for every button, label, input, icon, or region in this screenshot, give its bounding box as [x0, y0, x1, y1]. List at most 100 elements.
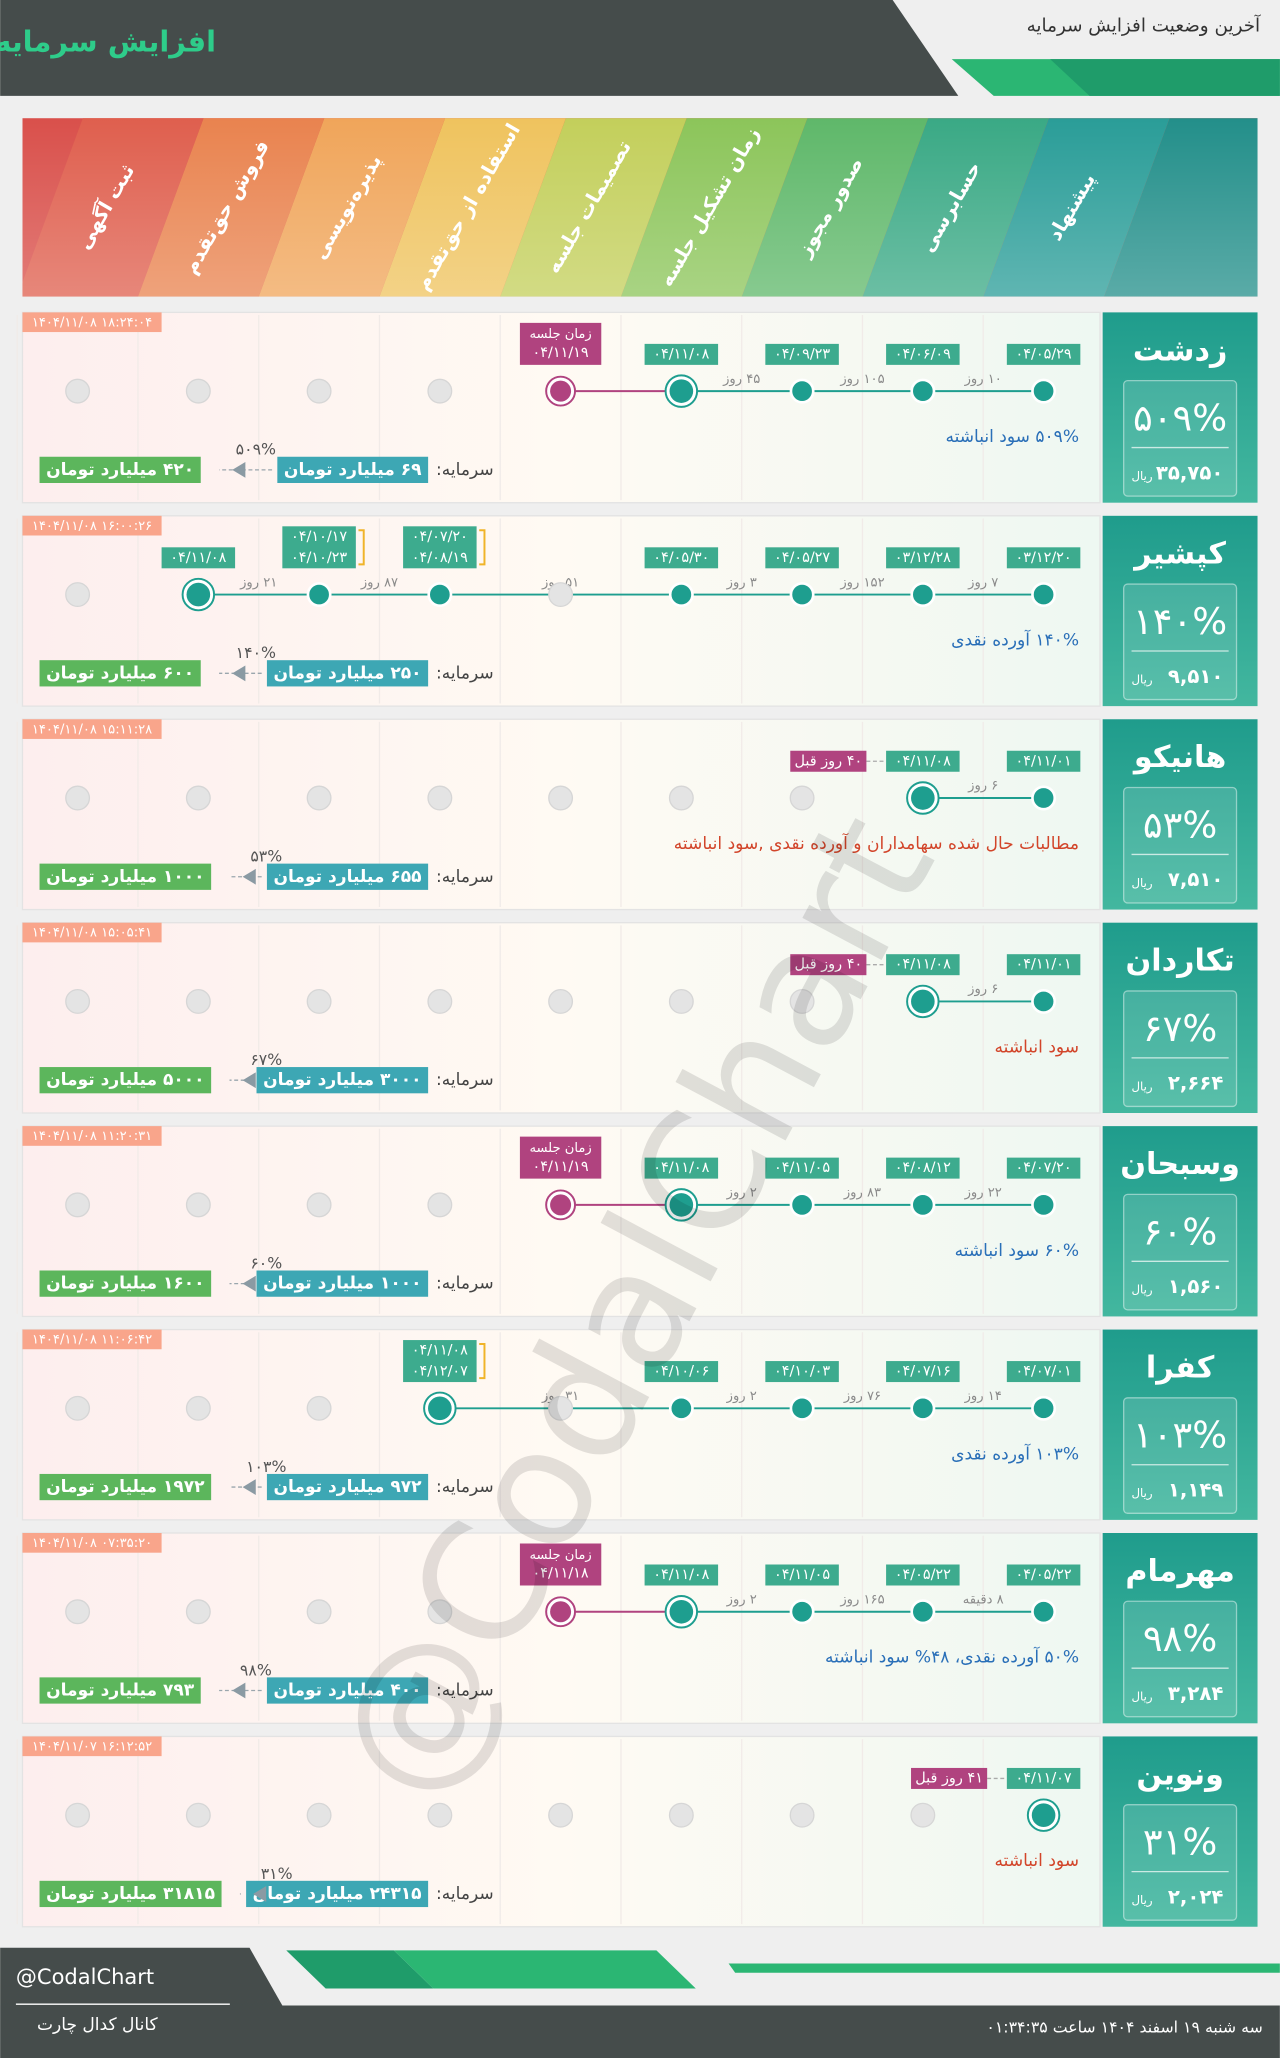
stage-dot-pending: [65, 1802, 91, 1828]
capital-badge: [266, 1677, 429, 1704]
stage-dot-done: [427, 582, 453, 608]
share-price: ۱,۱۴۹: [1168, 1479, 1224, 1502]
capital-arrowhead: [232, 462, 246, 478]
stage-dot-pending: [185, 1599, 211, 1625]
timestamp-badge: [22, 719, 162, 739]
company-row: هانیکو ۵۳% ۷,۵۱۰ ریال ۱۴۰۴/۱۱/۰۸ ۱۵:۱۱:۲۸ ۶ ر…: [16, 718, 1258, 911]
increase-percent: ۱۴۰%: [1133, 600, 1227, 643]
date-label: ۰۴/۱۱/۰۸: [653, 346, 709, 362]
company-panel: [1102, 312, 1258, 503]
capital-label: سرمایه:: [436, 1274, 494, 1294]
current-dot: [669, 379, 694, 403]
stage-dot-pending: [910, 1802, 936, 1828]
capital: ۶۵۵ میلیارد تومان: [273, 867, 421, 887]
footer-channel: کانال کدال چارت: [37, 2015, 159, 2035]
stat-box: [1123, 1397, 1238, 1514]
date-label: ۰۴/۱۱/۰۱: [1015, 753, 1071, 769]
top-bar: [0, 0, 959, 96]
company-panel: [1102, 922, 1258, 1113]
date-badge: [765, 547, 839, 569]
stat-box: [1123, 379, 1238, 497]
stage-dot-pending: [306, 988, 332, 1014]
company-row: تکاردان ۶۷% ۲,۶۶۴ ریال ۱۴۰۴/۱۱/۰۸ ۱۵:۰۵:۴۱ ۶ …: [16, 922, 1258, 1114]
description: ۱۴۰% آورده نقدی: [951, 629, 1079, 651]
company-panel: [1102, 1329, 1258, 1520]
capital-badge: [266, 863, 429, 890]
date-badge: [886, 750, 960, 772]
date-label: ۰۴/۰۸/۱۹: [412, 550, 468, 566]
stage-dot-pending: [185, 378, 211, 404]
share-price: ۲,۰۲۴: [1168, 1885, 1224, 1908]
date-label: ۰۴/۱۱/۰۱: [1015, 957, 1071, 973]
stage-dot-pending: [668, 988, 694, 1014]
stage-dot-done: [789, 1599, 815, 1625]
increase-percent: ۶۰%: [1143, 1210, 1217, 1253]
days-ago: ۴۱ روز قبل: [915, 1770, 983, 1786]
stat-box: [1123, 1193, 1238, 1311]
capital-label: سرمایه:: [436, 1884, 494, 1904]
meeting-dot: [550, 1194, 572, 1216]
currency-label: ریال: [1131, 1690, 1152, 1705]
gap-label: ۲۲ روز: [964, 1186, 1002, 1201]
description: سود انباشته: [995, 1037, 1079, 1057]
rows: زدشت ۵۰۹% ۳۵,۷۵۰ ریال ۱۴۰۴/۱۱/۰۸ ۱۸:۲۴:۰۴ ۱۰ …: [16, 311, 1258, 1928]
capital-increase: ۶۰%: [250, 1253, 282, 1272]
date-label: ۰۴/۱۱/۰۸: [895, 753, 951, 769]
date-badge: [1006, 750, 1081, 772]
date-label: ۰۴/۱۱/۰۵: [774, 1567, 830, 1583]
date-label: ۰۴/۱۰/۱۷: [291, 529, 347, 545]
timestamp: ۱۴۰۴/۱۱/۰۸ ۱۸:۲۴:۰۴: [32, 315, 152, 330]
new-capital-badge: [39, 1473, 212, 1501]
capital-arrowhead: [242, 868, 256, 885]
stage-dot-done: [1031, 988, 1057, 1014]
stage-dot-pending: [427, 1192, 453, 1218]
timestamp: ۱۴۰۴/۱۱/۰۸ ۱۱:۰۶:۴۲: [32, 1333, 152, 1348]
footer-stripe: [728, 1963, 1280, 1973]
company-row: کپشیر ۱۴۰% ۹,۵۱۰ ریال ۱۴۰۴/۱۱/۰۸ ۱۶:۰۰:۲۶ ۷ ر…: [16, 515, 1258, 707]
share-price: ۷,۵۱۰: [1168, 868, 1224, 891]
stage-dot-pending: [306, 378, 332, 404]
days-ago-badge: [790, 750, 867, 772]
date-badge: [765, 1361, 839, 1383]
company-row: ونوین ۳۱% ۲,۰۲۴ ریال ۱۴۰۴/۱۱/۰۷ ۱۶:۱۲:۵۲ ۰۴/۱…: [16, 1735, 1258, 1928]
date-label: ۰۴/۱۲/۰۷: [412, 1364, 468, 1380]
stage-dot-pending: [548, 988, 574, 1014]
date-label: ۰۴/۱۱/۰۸: [412, 1343, 468, 1359]
date-badge: [886, 343, 960, 365]
date-badge: [161, 547, 236, 569]
date-badge: [886, 547, 960, 569]
company-name: مهرمام: [1125, 1554, 1235, 1589]
stage-dot-pending: [306, 1192, 332, 1218]
stage-fade: [22, 118, 1258, 297]
currency-label: ریال: [1131, 1486, 1152, 1501]
date-label: ۰۴/۰۵/۲۲: [895, 1567, 951, 1583]
currency-label: ریال: [1131, 672, 1152, 687]
capital-badge: [277, 456, 429, 483]
gap-label: ۱۰۵ روز: [839, 372, 884, 387]
capital-arrowhead: [232, 1682, 246, 1699]
meeting-label: زمان جلسه: [529, 327, 591, 342]
capital-badge: [246, 1880, 429, 1908]
company-name: ونوین: [1136, 1757, 1223, 1792]
stage-dot-done: [910, 582, 936, 608]
date-label: ۰۴/۰۵/۲۷: [774, 550, 830, 566]
capital-arrowhead: [242, 1275, 256, 1292]
gap-label: ۲۱ روز: [239, 575, 277, 590]
days-ago: ۴۰ روز قبل: [794, 957, 862, 973]
date-label: ۰۴/۱۰/۰۶: [653, 1364, 709, 1380]
new-capital: ۴۲۰ میلیارد تومان: [46, 460, 194, 480]
new-capital: ۵۰۰۰ میلیارد تومان: [46, 1070, 204, 1090]
stage-dot-pending: [306, 1599, 332, 1625]
date-badge: [1006, 954, 1081, 976]
company-panel: [1102, 1533, 1258, 1724]
new-capital-badge: [39, 1677, 201, 1704]
gap-label: ۸۳ روز: [843, 1186, 881, 1201]
date-badge: [1006, 1361, 1081, 1383]
stage-dot-pending: [185, 1395, 211, 1421]
stage-dot-done: [910, 1599, 936, 1625]
share-price: ۳۵,۷۵۰: [1156, 461, 1224, 484]
new-capital: ۱۹۷۲ میلیارد تومان: [46, 1477, 205, 1497]
capital-arrowhead: [232, 665, 246, 682]
